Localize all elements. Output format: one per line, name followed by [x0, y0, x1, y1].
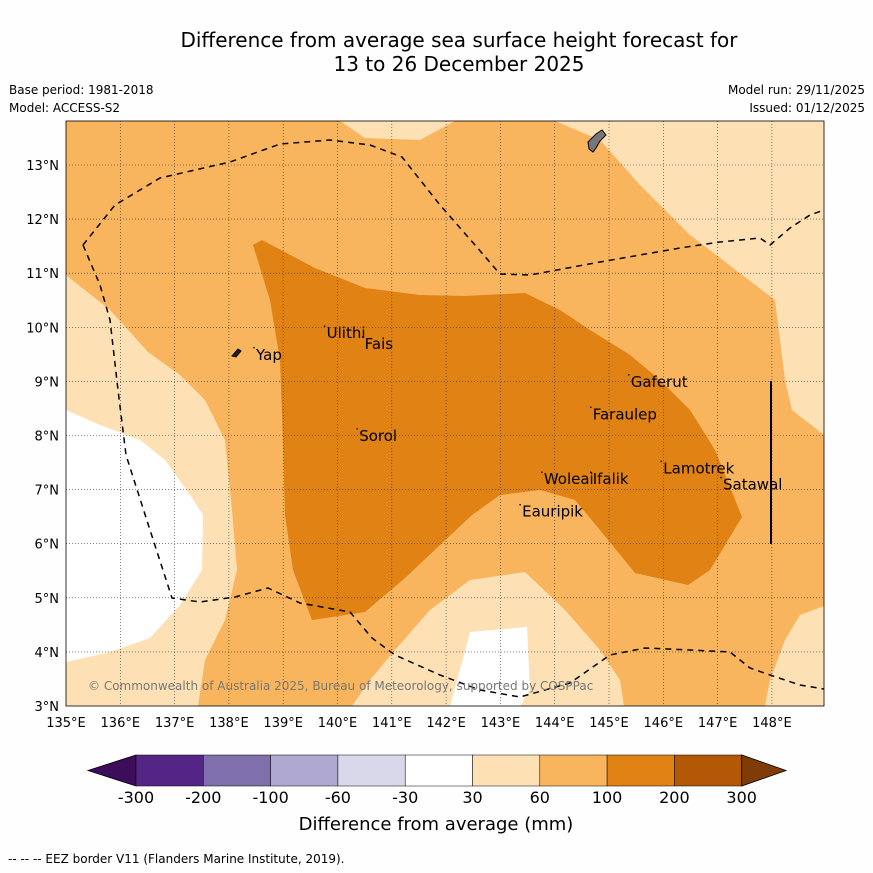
place-marker	[589, 471, 592, 473]
place-label: Eauripik	[522, 503, 583, 521]
place-marker	[323, 325, 326, 327]
place-label: Fais	[365, 335, 394, 353]
yap-island	[231, 348, 242, 358]
lon-tick-label: 139°E	[263, 716, 303, 731]
title-line-1: Difference from average sea surface heig…	[180, 28, 738, 52]
meta-right: Model run: 29/11/2025 Issued: 01/12/2025	[728, 81, 865, 117]
issued-date: Issued: 01/12/2025	[749, 101, 865, 115]
colorbar-tick-label: -100	[252, 788, 288, 807]
map-frame	[65, 120, 825, 707]
lat-tick-label: 9°N	[35, 375, 60, 390]
lat-tick-label: 7°N	[35, 484, 60, 499]
colorbar-title: Difference from average (mm)	[299, 814, 574, 835]
place-marker	[361, 336, 364, 338]
place-marker	[356, 428, 359, 430]
colorbar-segment	[270, 754, 339, 787]
colorbar-tick-label: 300	[726, 788, 757, 807]
colorbar-segment	[606, 754, 675, 787]
lon-tick-label: 148°E	[752, 716, 792, 731]
base-period: Base period: 1981-2018	[9, 83, 154, 97]
place-label: Gaferut	[631, 373, 688, 391]
colorbar-segment	[539, 754, 608, 787]
place-marker	[660, 460, 663, 463]
map-title: Difference from average sea surface heig…	[66, 28, 852, 76]
lat-tick-label: 8°N	[35, 430, 60, 445]
place-marker	[541, 471, 543, 473]
colorbar-segment	[674, 754, 742, 787]
place-label: Yap	[255, 346, 282, 364]
colorbar-segment	[404, 754, 473, 787]
lat-tick-label: 5°N	[35, 592, 60, 607]
place-label: Ifalik	[593, 470, 629, 488]
model-run: Model run: 29/11/2025	[727, 83, 865, 97]
eez-border-north	[82, 139, 824, 276]
colorbar-tick-label: 30	[462, 788, 482, 807]
anomaly-band-neutral-west	[66, 410, 203, 662]
latitude-axis: 3°N 4°N 5°N 6°N 7°N 8°N 9°N 10°N 11°N 12°N 13°N	[26, 159, 59, 715]
grid-lines	[66, 121, 824, 706]
colorbar-tick-label: -30	[392, 788, 418, 807]
colorbar-segment	[472, 754, 541, 787]
lat-tick-label: 13°N	[26, 159, 59, 174]
place-label: Faraulep	[593, 405, 657, 423]
lon-tick-label: 147°E	[698, 716, 738, 731]
colorbar: -300 -200 -100 -60 -30 30 60 100 200 300	[86, 754, 788, 807]
place-marker	[720, 476, 722, 479]
title-line-2: 13 to 26 December 2025	[333, 52, 585, 76]
colorbar-segment	[203, 754, 271, 787]
place-label: Satawal	[723, 476, 782, 494]
lon-tick-label: 141°E	[372, 716, 412, 731]
longitude-axis: 135°E 136°E 137°E 138°E 139°E 140°E 141°E 142°E…	[46, 716, 791, 731]
guam-island	[587, 129, 607, 153]
colorbar-tick-label: 60	[530, 788, 550, 807]
colorbar-tick-label: 200	[659, 788, 690, 807]
lat-tick-label: 3°N	[35, 700, 60, 715]
lon-tick-label: 135°E	[46, 716, 86, 731]
lon-tick-label: 146°E	[644, 716, 684, 731]
place-marker	[519, 503, 521, 506]
lon-tick-label: 143°E	[481, 716, 521, 731]
place-marker	[589, 406, 592, 409]
eez-border	[82, 244, 824, 698]
colorbar-tick-label: 100	[592, 788, 623, 807]
lon-tick-label: 137°E	[155, 716, 195, 731]
copyright-text: © Commonwealth of Australia 2025, Bureau…	[88, 679, 593, 693]
place-marker	[627, 374, 630, 376]
meta-left: Base period: 1981-2018 Model: ACCESS-S2	[9, 81, 154, 117]
anomaly-band-100-200	[253, 240, 742, 620]
model-name: Model: ACCESS-S2	[9, 101, 121, 115]
lon-tick-label: 142°E	[426, 716, 466, 731]
colorbar-tick-label: -300	[118, 788, 154, 807]
place-label: Woleai	[544, 470, 594, 488]
lon-tick-label: 144°E	[535, 716, 575, 731]
anomaly-band-30-60-notch	[340, 121, 455, 140]
colorbar-segment	[337, 754, 406, 787]
contour-fill	[66, 121, 824, 706]
lon-tick-label: 140°E	[318, 716, 358, 731]
lat-tick-label: 11°N	[26, 267, 59, 282]
colorbar-segment	[135, 754, 204, 787]
lon-tick-label: 138°E	[209, 716, 249, 731]
colorbar-tick-label: -200	[185, 788, 221, 807]
colorbar-extend-low	[86, 754, 137, 787]
lon-tick-label: 145°E	[589, 716, 629, 731]
lat-tick-label: 6°N	[35, 538, 60, 553]
colorbar-extend-high	[741, 754, 788, 787]
place-label: Sorol	[359, 427, 397, 445]
lat-tick-label: 12°N	[26, 213, 59, 228]
place-label: Ulithi	[327, 324, 366, 342]
lat-tick-label: 4°N	[35, 646, 60, 661]
place-label: Lamotrek	[663, 459, 734, 477]
lat-tick-label: 10°N	[26, 321, 59, 336]
place-marker	[253, 346, 255, 349]
lon-tick-label: 136°E	[101, 716, 141, 731]
colorbar-tick-label: -60	[325, 788, 351, 807]
footer-note: -- -- -- EEZ border V11 (Flanders Marine…	[8, 852, 345, 866]
